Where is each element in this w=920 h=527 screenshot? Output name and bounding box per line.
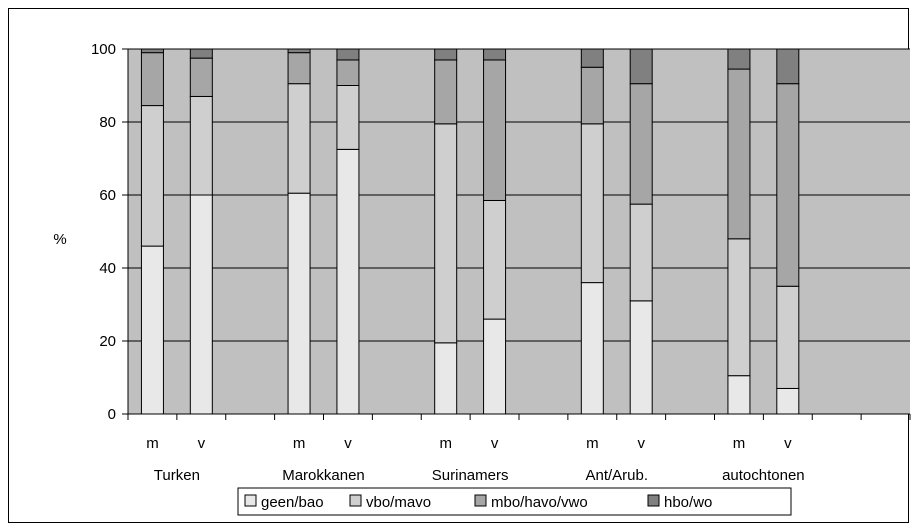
x-group-label: autochtonen: [722, 467, 805, 484]
x-category-label: v: [344, 435, 352, 452]
bar-segment: [727, 68, 751, 240]
bar-segment: [776, 48, 800, 85]
bar-segment: [287, 192, 311, 415]
bar-segment: [336, 59, 360, 86]
bar-segment: [727, 238, 751, 377]
x-category-label: v: [637, 435, 645, 452]
bar-segment: [483, 59, 507, 201]
x-category-label: m: [293, 435, 306, 452]
legend-label: vbo/mavo: [366, 494, 431, 511]
y-tick-label: 100: [91, 41, 116, 58]
bar-segment: [629, 83, 653, 205]
bar-segment: [580, 48, 604, 68]
bar-segment: [287, 83, 311, 194]
legend-label: geen/bao: [261, 494, 324, 511]
bar-segment: [434, 342, 458, 415]
legend-swatch: [349, 494, 362, 507]
x-category-label: v: [784, 435, 792, 452]
legend-label: mbo/havo/vwo: [491, 494, 588, 511]
bar-segment: [629, 48, 653, 85]
x-category-label: m: [439, 435, 452, 452]
x-group-label: Marokkanen: [282, 467, 365, 484]
bar-segment: [629, 300, 653, 415]
bar-segment: [727, 48, 751, 70]
bar-segment: [776, 285, 800, 389]
legend-swatch: [244, 494, 257, 507]
x-category-label: v: [491, 435, 499, 452]
bar-segment: [580, 282, 604, 415]
bar-segment: [336, 148, 360, 415]
x-group-label: Ant/Arub.: [585, 467, 648, 484]
bar-segment: [189, 95, 213, 196]
bar-segment: [580, 66, 604, 125]
legend-swatch: [474, 494, 487, 507]
bar-segment: [483, 318, 507, 415]
x-category-label: m: [586, 435, 599, 452]
y-tick-label: 60: [99, 187, 116, 204]
y-tick-label: 0: [108, 406, 116, 423]
bar-segment: [140, 245, 164, 415]
x-category-label: v: [198, 435, 206, 452]
bar-segment: [189, 48, 213, 59]
legend-label: hbo/wo: [664, 494, 712, 511]
bar-segment: [140, 52, 164, 107]
bar-segment: [434, 123, 458, 344]
bar-segment: [189, 194, 213, 415]
bar-segment: [483, 48, 507, 61]
x-group-label: Surinamers: [432, 467, 509, 484]
bar-segment: [287, 48, 311, 54]
bar-segment: [140, 105, 164, 247]
y-tick-label: 80: [99, 114, 116, 131]
bar-segment: [336, 48, 360, 61]
bar-segment: [287, 52, 311, 85]
x-category-label: m: [733, 435, 746, 452]
legend-box: [237, 487, 792, 516]
legend-swatch: [647, 494, 660, 507]
bar-segment: [336, 85, 360, 150]
bar-segment: [434, 59, 458, 125]
bar-segment: [483, 199, 507, 320]
x-group-label: Turken: [154, 467, 200, 484]
bar-segment: [776, 83, 800, 287]
y-tick-label: 20: [99, 333, 116, 350]
bar-segment: [580, 123, 604, 284]
bar-segment: [629, 203, 653, 302]
bar-segment: [189, 57, 213, 97]
x-category-label: m: [146, 435, 159, 452]
y-tick-label: 40: [99, 260, 116, 277]
bar-segment: [434, 48, 458, 61]
y-axis-label: %: [53, 231, 66, 248]
bar-segment: [776, 387, 800, 415]
bar-segment: [140, 48, 164, 54]
bar-segment: [727, 375, 751, 415]
